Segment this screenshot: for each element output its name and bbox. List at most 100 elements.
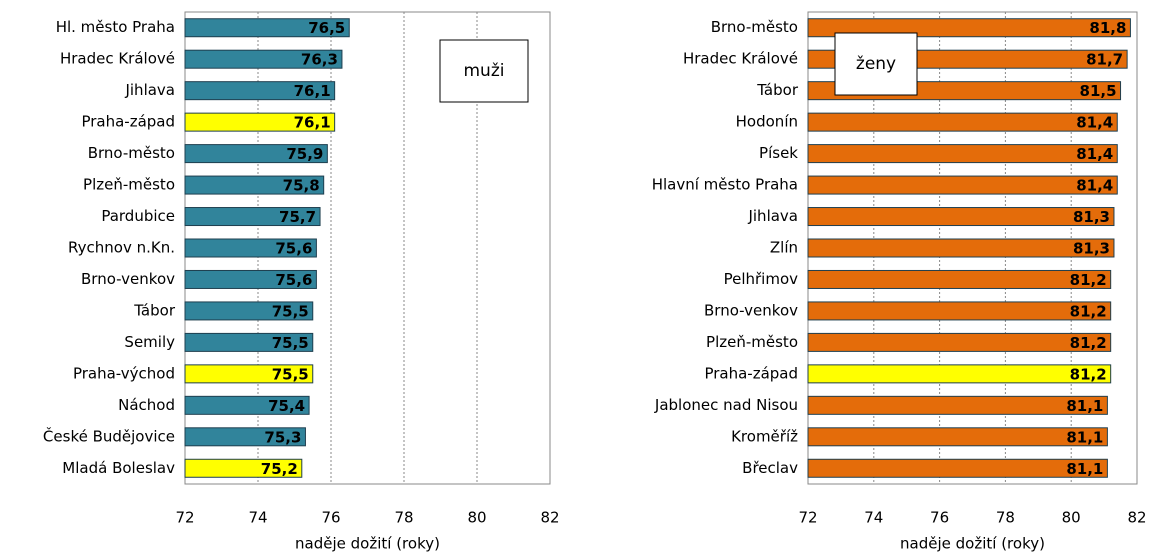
x-tick-label: 82 (540, 509, 559, 527)
value-label: 76,1 (294, 114, 331, 132)
bar (184, 458, 303, 478)
bar (184, 427, 306, 447)
value-label: 81,4 (1076, 114, 1113, 132)
value-label: 76,5 (308, 19, 345, 37)
bar (807, 269, 1112, 289)
value-label: 81,2 (1070, 302, 1107, 320)
bar (184, 81, 336, 101)
bar (184, 332, 314, 352)
value-label: 81,1 (1066, 397, 1103, 415)
annotation: ženy (856, 54, 896, 74)
annotation: muži (464, 61, 505, 81)
y-tick-label: Tábor (133, 301, 176, 319)
y-tick-label: Jablonec nad Nisou (654, 396, 798, 414)
value-label: 75,4 (268, 397, 305, 415)
bar (184, 112, 336, 132)
value-label: 81,4 (1076, 177, 1113, 195)
value-label: 81,2 (1070, 334, 1107, 352)
y-tick-label: Hl. město Praha (56, 18, 175, 36)
value-label: 81,5 (1080, 82, 1117, 100)
bar (184, 269, 317, 289)
y-tick-label: Rychnov n.Kn. (68, 239, 175, 257)
y-tick-label: České Budějovice (43, 426, 175, 445)
bar (807, 395, 1108, 415)
value-label: 75,5 (272, 365, 309, 383)
value-label: 75,3 (264, 428, 301, 446)
y-tick-label: Plzeň-město (706, 333, 798, 351)
value-label: 75,5 (272, 334, 309, 352)
bar (807, 18, 1131, 38)
y-tick-label: Brno-venkov (81, 270, 175, 288)
x-tick-label: 80 (1062, 509, 1081, 527)
value-label: 81,4 (1076, 145, 1113, 163)
bar (184, 395, 310, 415)
bar (807, 238, 1115, 258)
bar (807, 332, 1112, 352)
x-axis-label: naděje dožití (roky) (900, 535, 1045, 553)
x-tick-label: 72 (175, 509, 194, 527)
value-label: 81,8 (1089, 19, 1126, 37)
bar (184, 49, 343, 69)
y-tick-label: Mladá Boleslav (62, 459, 175, 477)
value-label: 75,5 (272, 302, 309, 320)
y-tick-label: Pelhřimov (724, 270, 799, 288)
y-tick-label: Kroměříž (731, 427, 798, 445)
bar (184, 364, 314, 384)
bar (807, 112, 1118, 132)
x-tick-label: 72 (798, 509, 817, 527)
annotation-box (834, 32, 918, 96)
bar (184, 207, 321, 227)
value-label: 75,2 (261, 460, 298, 478)
bar (807, 458, 1108, 478)
value-label: 75,6 (275, 240, 312, 258)
y-tick-label: Jihlava (747, 207, 798, 225)
y-tick-label: Plzeň-město (83, 176, 175, 194)
value-label: 75,7 (279, 208, 316, 226)
bar (807, 301, 1112, 321)
bar (184, 175, 325, 195)
bar (184, 301, 314, 321)
y-tick-label: Zlín (770, 239, 798, 257)
value-label: 76,3 (301, 51, 338, 69)
bar (807, 364, 1112, 384)
bar (184, 144, 328, 164)
y-tick-label: Hradec Králové (683, 50, 798, 68)
y-tick-label: Písek (759, 144, 798, 162)
bar (807, 144, 1118, 164)
y-tick-label: Praha-západ (704, 364, 798, 382)
y-tick-label: Brno-město (88, 144, 175, 162)
value-label: 75,9 (286, 145, 323, 163)
bar (807, 207, 1115, 227)
bar (807, 427, 1108, 447)
x-tick-label: 78 (996, 509, 1015, 527)
y-tick-label: Semily (124, 333, 175, 351)
y-tick-label: Hradec Králové (60, 50, 175, 68)
y-tick-label: Jihlava (124, 81, 175, 99)
y-tick-label: Náchod (118, 396, 175, 414)
bar (184, 18, 350, 38)
value-label: 81,2 (1070, 365, 1107, 383)
x-tick-label: 76 (930, 509, 949, 527)
bar (184, 238, 317, 258)
x-tick-label: 82 (1127, 509, 1146, 527)
value-label: 81,3 (1073, 240, 1110, 258)
x-tick-label: 80 (467, 509, 486, 527)
value-label: 81,1 (1066, 460, 1103, 478)
y-tick-label: Břeclav (742, 459, 798, 477)
x-tick-label: 78 (394, 509, 413, 527)
y-tick-label: Hlavní město Praha (652, 176, 798, 194)
y-tick-label: Brno-město (711, 18, 798, 36)
y-tick-label: Brno-venkov (704, 301, 798, 319)
value-label: 75,6 (275, 271, 312, 289)
y-tick-label: Praha-východ (73, 364, 175, 382)
value-label: 76,1 (294, 82, 331, 100)
value-label: 81,7 (1086, 51, 1123, 69)
x-tick-label: 74 (248, 509, 267, 527)
y-tick-label: Praha-západ (81, 113, 175, 131)
y-tick-label: Hodonín (736, 113, 798, 131)
x-tick-label: 76 (321, 509, 340, 527)
value-label: 75,8 (283, 177, 320, 195)
value-label: 81,1 (1066, 428, 1103, 446)
value-label: 81,3 (1073, 208, 1110, 226)
